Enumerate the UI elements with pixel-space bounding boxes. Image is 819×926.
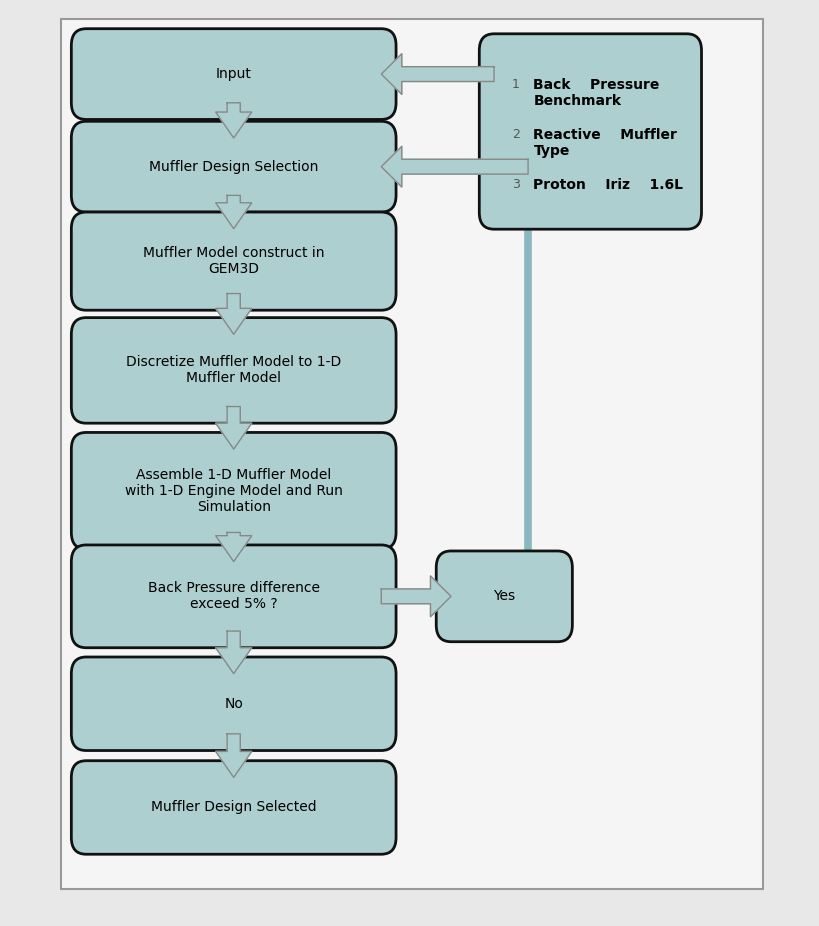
FancyBboxPatch shape	[71, 212, 396, 310]
FancyBboxPatch shape	[71, 657, 396, 750]
Text: 1: 1	[511, 79, 519, 92]
Text: Back Pressure difference
exceed 5% ?: Back Pressure difference exceed 5% ?	[147, 582, 319, 611]
Text: Back    Pressure
Benchmark: Back Pressure Benchmark	[533, 79, 659, 108]
Text: Assemble 1-D Muffler Model
with 1-D Engine Model and Run
Simulation: Assemble 1-D Muffler Model with 1-D Engi…	[124, 468, 342, 514]
Text: Muffler Model construct in
GEM3D: Muffler Model construct in GEM3D	[143, 246, 324, 276]
Polygon shape	[381, 576, 450, 617]
FancyBboxPatch shape	[478, 34, 701, 230]
FancyBboxPatch shape	[71, 432, 396, 549]
FancyBboxPatch shape	[436, 551, 572, 642]
Text: Muffler Design Selected: Muffler Design Selected	[151, 800, 316, 815]
Text: No: No	[224, 696, 243, 711]
FancyBboxPatch shape	[71, 544, 396, 648]
FancyBboxPatch shape	[71, 761, 396, 854]
FancyBboxPatch shape	[71, 29, 396, 119]
Text: Input: Input	[215, 67, 251, 81]
FancyBboxPatch shape	[61, 19, 762, 889]
FancyBboxPatch shape	[71, 318, 396, 423]
Polygon shape	[381, 146, 527, 187]
FancyBboxPatch shape	[71, 121, 396, 212]
Polygon shape	[215, 532, 251, 561]
Polygon shape	[215, 632, 251, 674]
Text: Muffler Design Selection: Muffler Design Selection	[149, 159, 318, 174]
Polygon shape	[215, 733, 251, 778]
Polygon shape	[215, 103, 251, 138]
Text: Yes: Yes	[493, 589, 514, 604]
Text: Reactive    Muffler
Type: Reactive Muffler Type	[533, 129, 676, 158]
Text: Discretize Muffler Model to 1-D
Muffler Model: Discretize Muffler Model to 1-D Muffler …	[126, 356, 341, 385]
Text: 2: 2	[511, 129, 519, 142]
Text: Proton    Iriz    1.6L: Proton Iriz 1.6L	[533, 178, 682, 193]
Polygon shape	[215, 407, 251, 449]
Polygon shape	[215, 294, 251, 334]
Polygon shape	[215, 195, 251, 229]
Polygon shape	[381, 54, 493, 94]
Text: 3: 3	[511, 178, 519, 192]
